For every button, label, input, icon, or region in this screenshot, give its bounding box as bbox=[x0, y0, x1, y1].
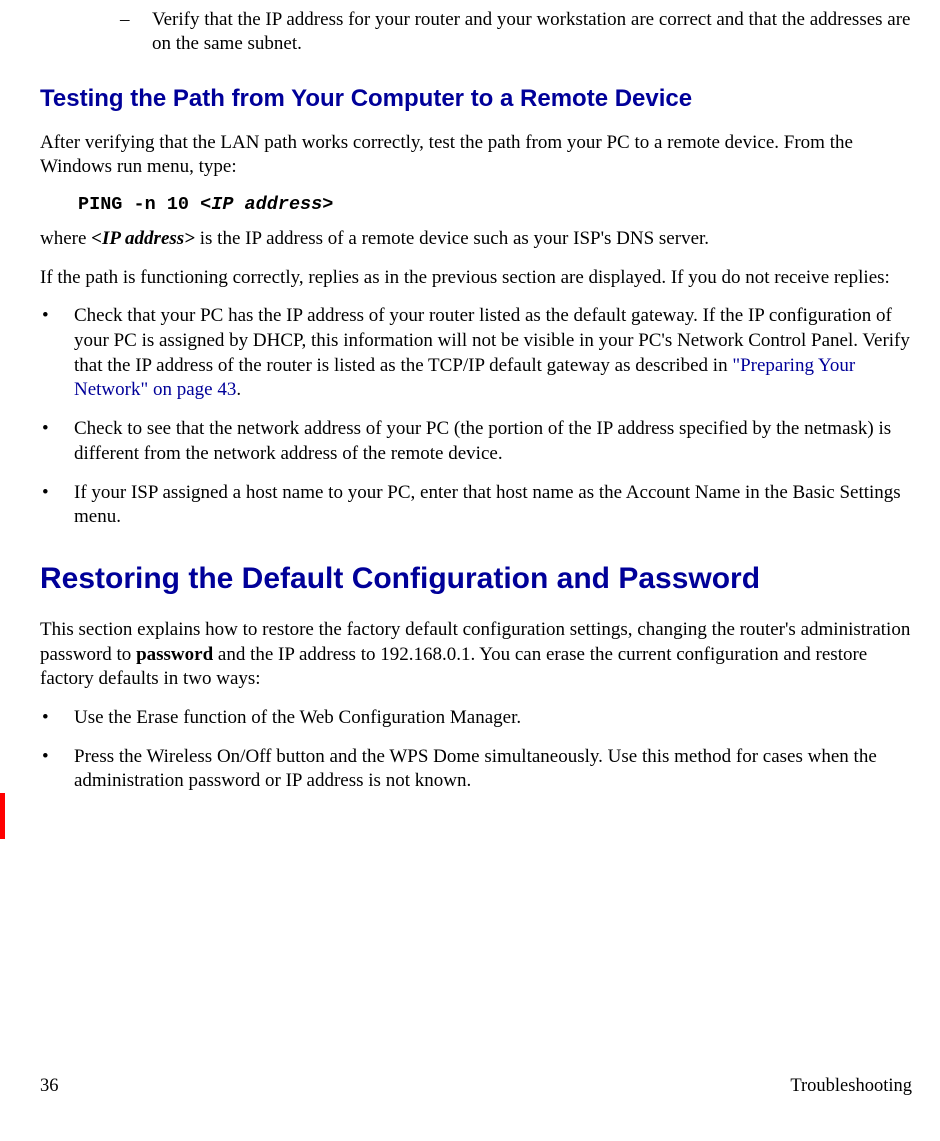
paragraph: If the path is functioning correctly, re… bbox=[40, 266, 912, 291]
list-item: • If your ISP assigned a host name to yo… bbox=[40, 481, 912, 530]
bullet-mark: • bbox=[40, 745, 74, 794]
page-number: 36 bbox=[40, 1076, 59, 1097]
default-password: password bbox=[136, 644, 213, 665]
page-body: – Verify that the IP address for your ro… bbox=[0, 0, 940, 794]
bullet-mark: • bbox=[40, 304, 74, 403]
list-item-text: If your ISP assigned a host name to your… bbox=[74, 481, 912, 530]
text: where bbox=[40, 228, 91, 249]
bullet-mark: • bbox=[40, 706, 74, 731]
heading-testing-path: Testing the Path from Your Computer to a… bbox=[40, 85, 912, 113]
text: . bbox=[236, 379, 241, 400]
list-item: • Press the Wireless On/Off button and t… bbox=[40, 745, 912, 794]
text: is the IP address of a remote device suc… bbox=[195, 228, 709, 249]
bullet-list: • Use the Erase function of the Web Conf… bbox=[40, 706, 912, 794]
list-item-text: Press the Wireless On/Off button and the… bbox=[74, 745, 912, 794]
bullet-mark: • bbox=[40, 417, 74, 466]
heading-restoring-default: Restoring the Default Configuration and … bbox=[40, 562, 912, 596]
revision-bar bbox=[0, 793, 5, 839]
command-prefix: PING -n 10 bbox=[78, 194, 200, 215]
bullet-mark: • bbox=[40, 481, 74, 530]
list-item-text: Check to see that the network address of… bbox=[74, 417, 912, 466]
list-item-text: Use the Erase function of the Web Config… bbox=[74, 706, 521, 731]
paragraph: This section explains how to restore the… bbox=[40, 618, 912, 692]
list-item-text: Check that your PC has the IP address of… bbox=[74, 304, 912, 403]
footer-section: Troubleshooting bbox=[790, 1076, 912, 1097]
command-arg: <IP address> bbox=[200, 194, 333, 215]
list-item: • Check that your PC has the IP address … bbox=[40, 304, 912, 403]
sub-bullet-mark: – bbox=[120, 8, 152, 57]
list-item: • Check to see that the network address … bbox=[40, 417, 912, 466]
ip-address-placeholder: <IP address> bbox=[91, 228, 195, 249]
command-line: PING -n 10 <IP address> bbox=[78, 194, 912, 215]
sub-bullet-text: Verify that the IP address for your rout… bbox=[152, 8, 912, 57]
bullet-list: • Check that your PC has the IP address … bbox=[40, 304, 912, 530]
paragraph: After verifying that the LAN path works … bbox=[40, 131, 912, 180]
sub-bullet-item: – Verify that the IP address for your ro… bbox=[120, 8, 912, 57]
paragraph: where <IP address> is the IP address of … bbox=[40, 227, 912, 252]
list-item: • Use the Erase function of the Web Conf… bbox=[40, 706, 912, 731]
page-footer: 36 Troubleshooting bbox=[40, 1076, 912, 1097]
